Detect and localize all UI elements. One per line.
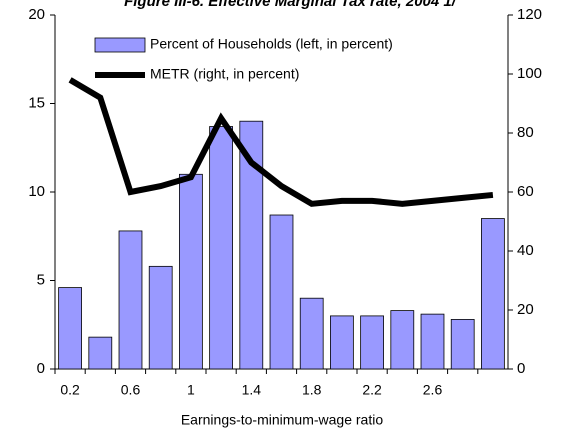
bar [239, 120, 264, 370]
x-tick-label: 1.8 [302, 382, 322, 398]
y-tick-label: 0 [37, 360, 45, 377]
x-tick-label: 2.2 [362, 382, 382, 398]
y2-tick-label: 20 [517, 301, 534, 318]
y-tick-label: 20 [28, 6, 45, 23]
bar [118, 230, 143, 370]
bar [390, 310, 415, 370]
legend-swatch [94, 37, 146, 53]
x-tick-label: 1 [187, 382, 195, 398]
bar [179, 173, 203, 370]
x-tick-label: 2.6 [423, 382, 443, 398]
x-tick-label: 0.2 [60, 382, 80, 398]
y2-tick-label: 120 [517, 6, 542, 23]
y-tick-label: 15 [28, 94, 45, 111]
bar [148, 265, 173, 370]
bar [420, 313, 445, 370]
bar [450, 319, 475, 370]
y2-tick-label: 60 [517, 183, 534, 200]
bar [58, 287, 82, 370]
metr-line [68, 77, 494, 207]
x-tick-label: 0.6 [121, 382, 141, 398]
legend-label: METR (right, in percent) [150, 66, 299, 82]
bar [360, 315, 384, 370]
y2-tick-label: 80 [517, 124, 534, 141]
bar [209, 126, 233, 370]
x-axis-label: Earnings-to-minimum-wage ratio [181, 412, 384, 428]
bar [330, 315, 354, 370]
y2-tick-label: 40 [517, 242, 534, 259]
y-tick-label: 5 [37, 271, 45, 288]
chart-title: Figure III-6. Effective Marginal Tax rat… [124, 0, 458, 10]
y-tick-label: 10 [28, 183, 45, 200]
y2-tick-label: 100 [517, 65, 542, 82]
bar [299, 297, 324, 370]
bar [481, 218, 505, 370]
y2-tick-label: 0 [517, 360, 525, 377]
legend-label: Percent of Households (left, in percent) [150, 36, 393, 52]
bar [269, 214, 294, 370]
bar [88, 336, 113, 370]
x-tick-label: 1.4 [242, 382, 262, 398]
